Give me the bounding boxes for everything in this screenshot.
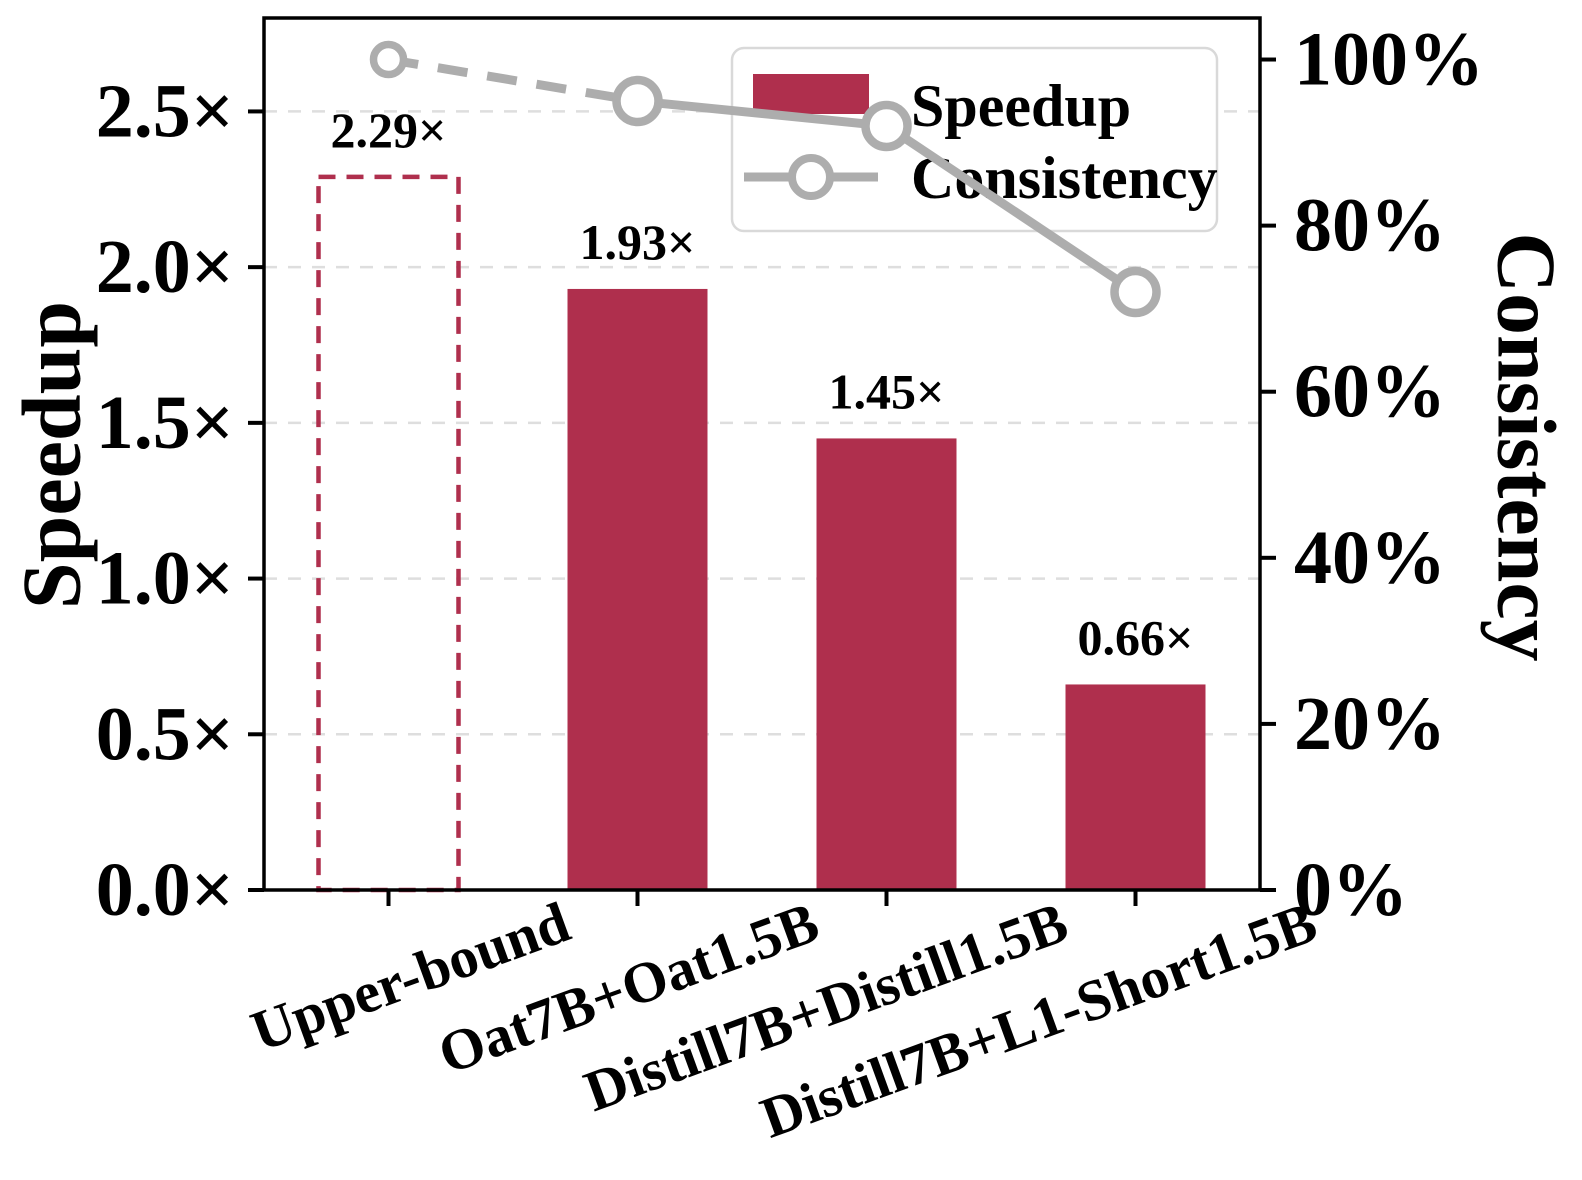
right-axis-title: Consistency: [1480, 232, 1573, 661]
right-tick-label: 60%: [1294, 350, 1446, 434]
right-tick-label: 20%: [1294, 682, 1446, 766]
left-tick-label: 2.5×: [96, 69, 234, 153]
legend-marker-icon: [788, 154, 834, 200]
consistency-marker: [369, 40, 408, 79]
bar-value-label: 1.45×: [829, 363, 945, 419]
legend-label-speedup: Speedup: [911, 73, 1131, 139]
bar-value-label: 0.66×: [1078, 609, 1194, 665]
left-tick-label: 1.0×: [96, 537, 234, 621]
bar-value-label: 2.29×: [331, 102, 447, 158]
right-tick-label: 100%: [1294, 18, 1484, 102]
consistency-line-segment: [884, 122, 1138, 296]
left-tick-label: 0.5×: [96, 692, 234, 776]
right-tick-label: 40%: [1294, 516, 1446, 600]
bar-value-label: 1.93×: [580, 214, 696, 270]
right-tick-label: 80%: [1294, 184, 1446, 268]
speedup-bar: [567, 288, 708, 890]
frame-layer: 0.0× 0.5× 1.0× 1.5× 2.0× 2.5× 0% 20% 40% 60% 80% 10…: [96, 16, 1484, 932]
upper-bound-bar-outline: [316, 174, 461, 893]
consistency-marker: [612, 75, 663, 127]
legend: Speedup Consistency: [730, 46, 1219, 233]
speedup-bar: [1065, 684, 1206, 890]
left-tick-label: 0.0×: [96, 848, 234, 932]
right-tick-label: 0%: [1294, 848, 1408, 932]
bar-layer: 2.29× 1.93× 1.45× 0.66×: [316, 102, 1206, 893]
consistency-line-segment: [637, 96, 887, 131]
speedup-bar: [816, 438, 957, 890]
legend-bar-swatch: [753, 74, 869, 114]
left-tick-label: 1.5×: [96, 381, 234, 465]
left-axis-title: Speedup: [6, 301, 99, 609]
consistency-line-segment: [387, 55, 639, 106]
consistency-marker: [1110, 266, 1161, 318]
x-tick-label-layer: Upper-boundOat7B+Oat1.5BDistill7B+Distil…: [243, 889, 1325, 1150]
left-tick-label: 2.0×: [96, 225, 234, 309]
consistency-marker: [861, 100, 912, 152]
plot-frame: [262, 16, 1262, 892]
line-layer: [369, 40, 1161, 318]
